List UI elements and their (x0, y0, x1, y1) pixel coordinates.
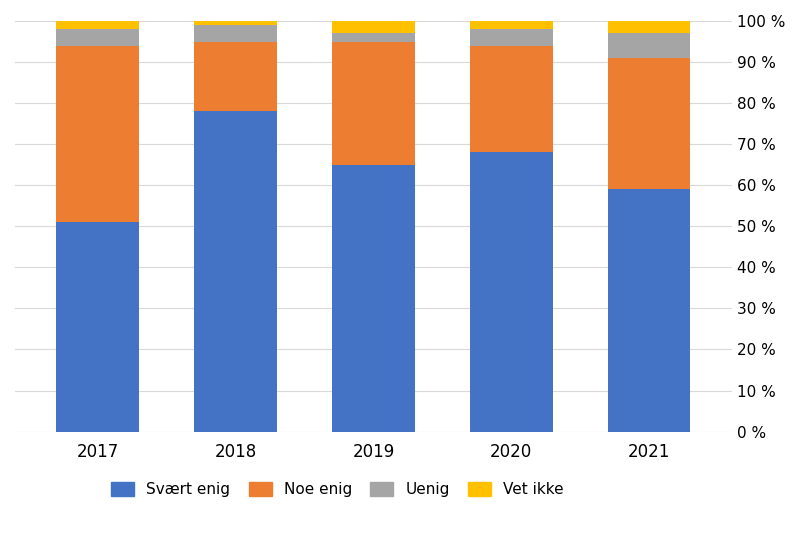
Bar (56, 46, 139, 222)
Bar (608, 58, 690, 189)
Bar (470, 29, 553, 46)
Bar (332, 165, 414, 431)
Bar (194, 111, 277, 431)
Bar (56, 222, 139, 431)
Bar (194, 21, 277, 25)
Bar (608, 33, 690, 58)
Bar (56, 21, 139, 29)
Bar (332, 41, 414, 165)
Legend: Svært enig, Noe enig, Uenig, Vet ikke: Svært enig, Noe enig, Uenig, Vet ikke (105, 476, 570, 503)
Bar (470, 46, 553, 153)
Bar (194, 25, 277, 41)
Bar (470, 21, 553, 29)
Bar (608, 21, 690, 33)
Bar (332, 33, 414, 41)
Bar (608, 189, 690, 431)
Bar (332, 21, 414, 33)
Bar (470, 153, 553, 431)
Bar (56, 29, 139, 46)
Bar (194, 41, 277, 111)
